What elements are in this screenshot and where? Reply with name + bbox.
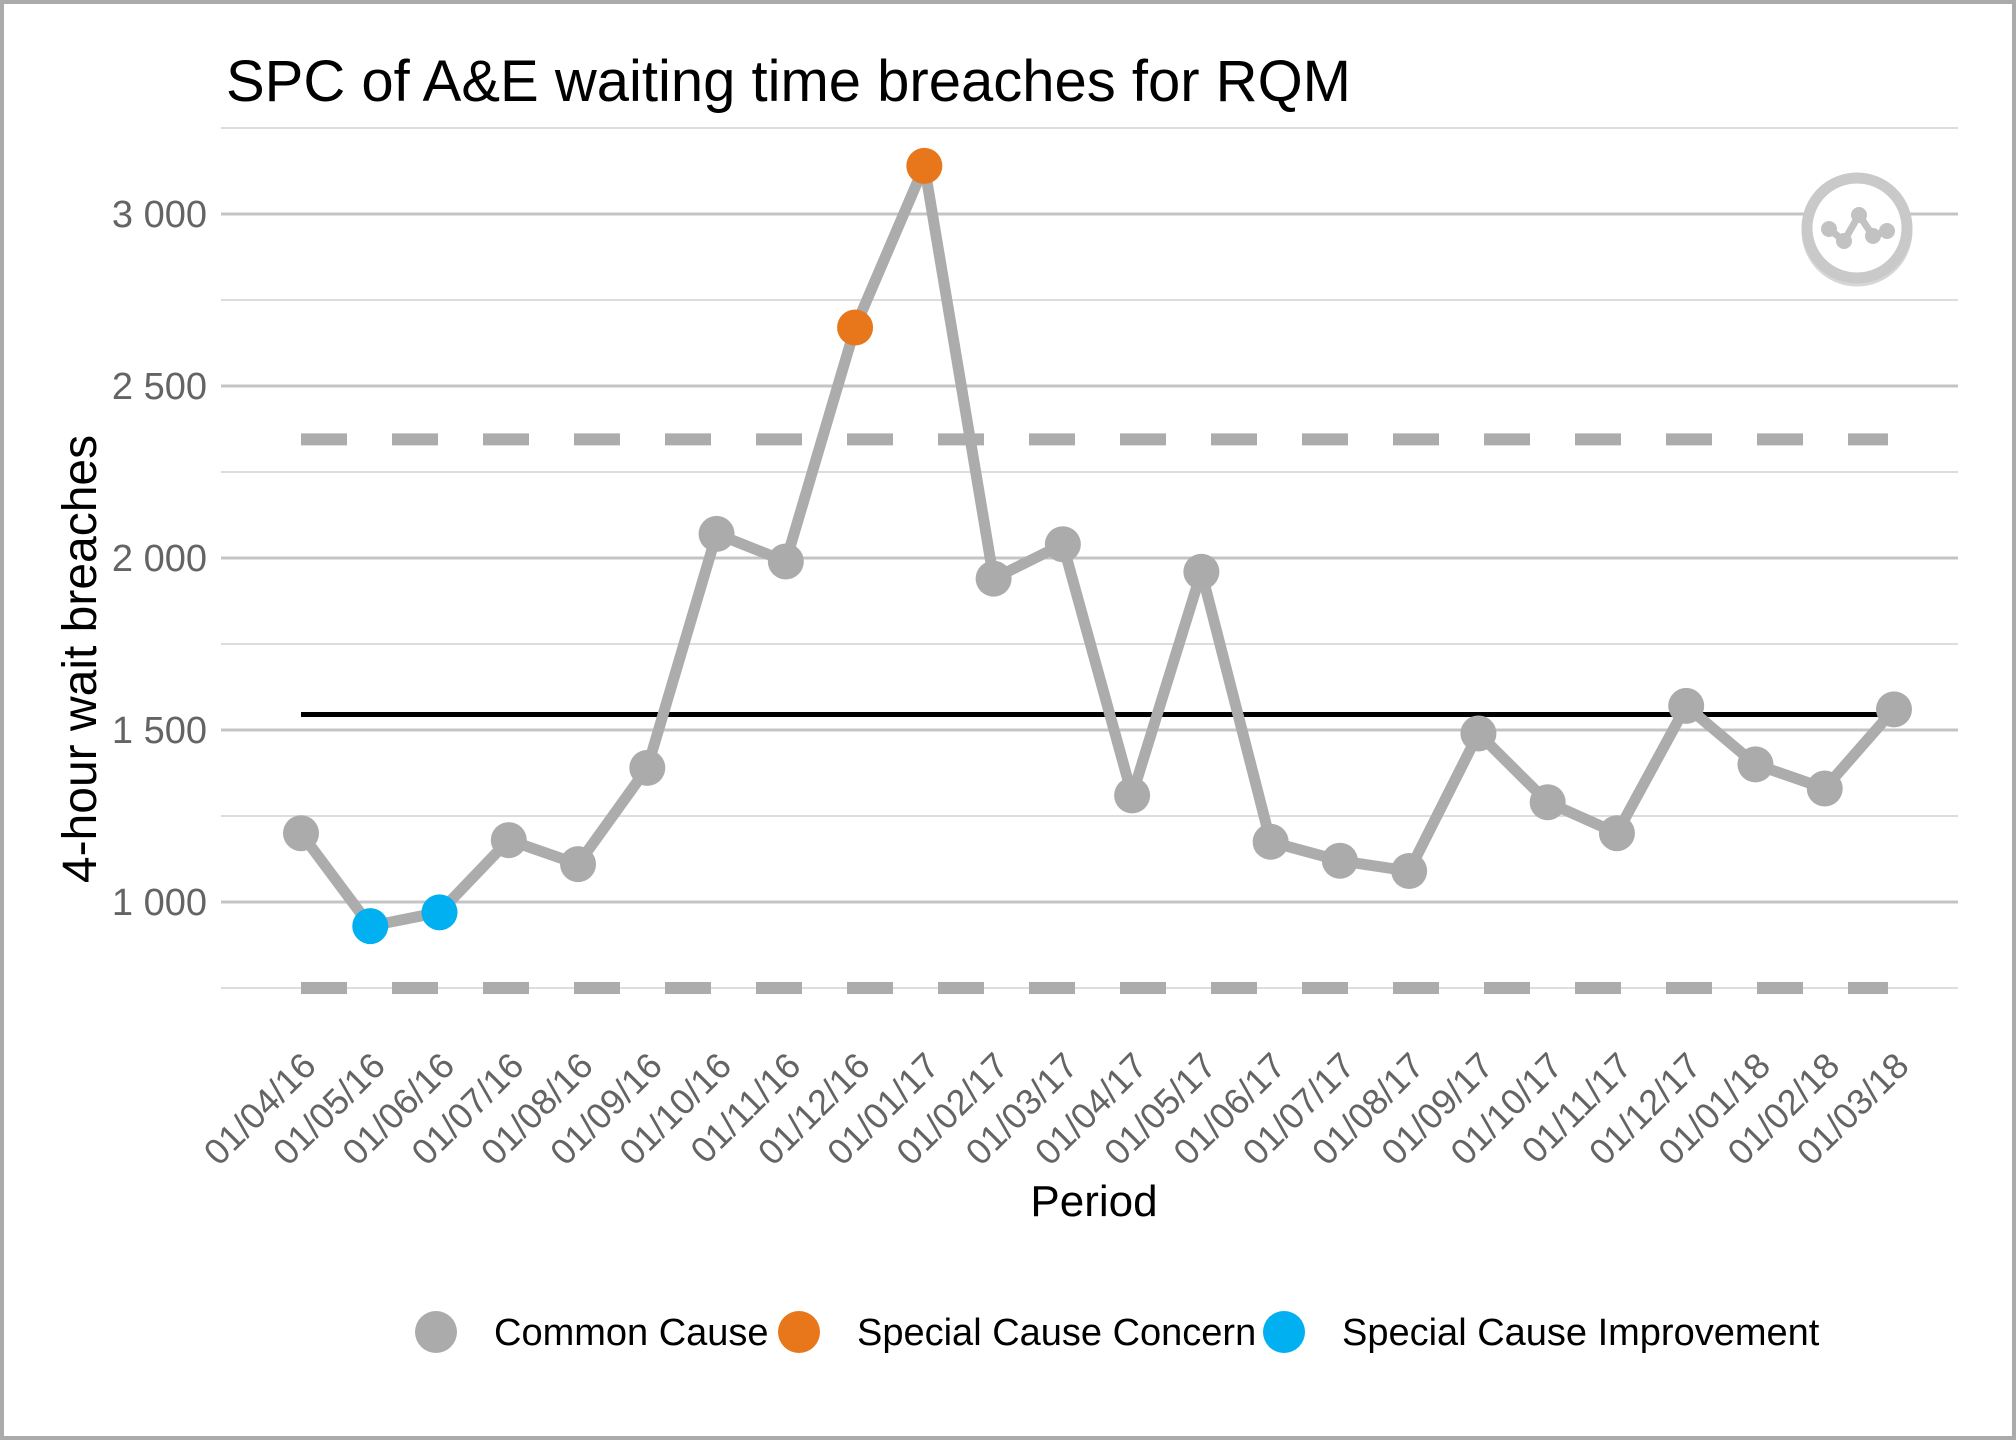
data-point-common: [975, 560, 1012, 597]
y-tick-label: 1 500: [112, 710, 207, 752]
data-point-common: [1114, 777, 1151, 814]
data-points: [283, 147, 1912, 945]
legend-item-concern: Special Cause Concern: [778, 1311, 1256, 1354]
data-point-common: [1806, 770, 1843, 807]
x-tick-labels: 01/04/1601/05/1601/06/1601/07/1601/08/16…: [196, 1045, 1917, 1173]
data-point-common: [560, 846, 597, 883]
data-point-common: [1183, 553, 1220, 590]
data-line: [295, 160, 1900, 932]
data-point-common: [767, 543, 804, 580]
data-point-concern: [906, 147, 943, 184]
chart-title: SPC of A&E waiting time breaches for RQM: [226, 49, 1351, 114]
spc-chart: 1 000 1 500 2 000 2 500 3 000 01/04/1601/05/…: [54, 49, 1958, 1354]
legend-label: Common Cause: [494, 1312, 769, 1354]
y-tick-label: 3 000: [112, 194, 207, 236]
y-tick-label: 2 500: [112, 366, 207, 408]
line-chart-icon[interactable]: [1801, 172, 1913, 287]
data-point-improvement: [352, 908, 389, 945]
special-cause-concern-dot: [778, 1311, 820, 1353]
data-point-common: [490, 822, 527, 859]
legend-item-improvement: Special Cause Improvement: [1263, 1311, 1820, 1354]
data-point-improvement: [421, 894, 458, 931]
data-point-common: [1668, 687, 1705, 724]
y-axis-title: 4-hour wait breaches: [54, 435, 107, 883]
data-point-common: [1875, 691, 1912, 728]
data-point-common: [1460, 715, 1497, 752]
legend-label: Special Cause Improvement: [1342, 1312, 1820, 1354]
y-tick-labels: 1 000 1 500 2 000 2 500 3 000: [112, 194, 207, 924]
legend: Common Cause Special Cause Concern Speci…: [415, 1311, 1820, 1354]
data-point-common: [283, 815, 319, 852]
data-point-common: [1598, 815, 1635, 852]
data-point-common: [1252, 823, 1289, 860]
data-point-common: [1737, 746, 1774, 783]
data-point-common: [698, 515, 735, 552]
data-point-common: [1044, 526, 1081, 563]
common-cause-dot: [415, 1311, 457, 1353]
legend-item-common: Common Cause: [415, 1311, 769, 1354]
gridlines-major: [221, 212, 1958, 904]
y-tick-label: 2 000: [112, 538, 207, 580]
data-point-common: [1529, 784, 1566, 821]
data-point-concern: [837, 309, 874, 346]
y-tick-label: 1 000: [112, 882, 207, 924]
data-point-common: [1321, 842, 1358, 879]
x-axis-title: Period: [1030, 1177, 1157, 1226]
legend-label: Special Cause Concern: [857, 1312, 1256, 1354]
special-cause-improvement-dot: [1263, 1311, 1305, 1353]
data-point-common: [629, 749, 666, 786]
data-point-common: [1391, 853, 1428, 890]
